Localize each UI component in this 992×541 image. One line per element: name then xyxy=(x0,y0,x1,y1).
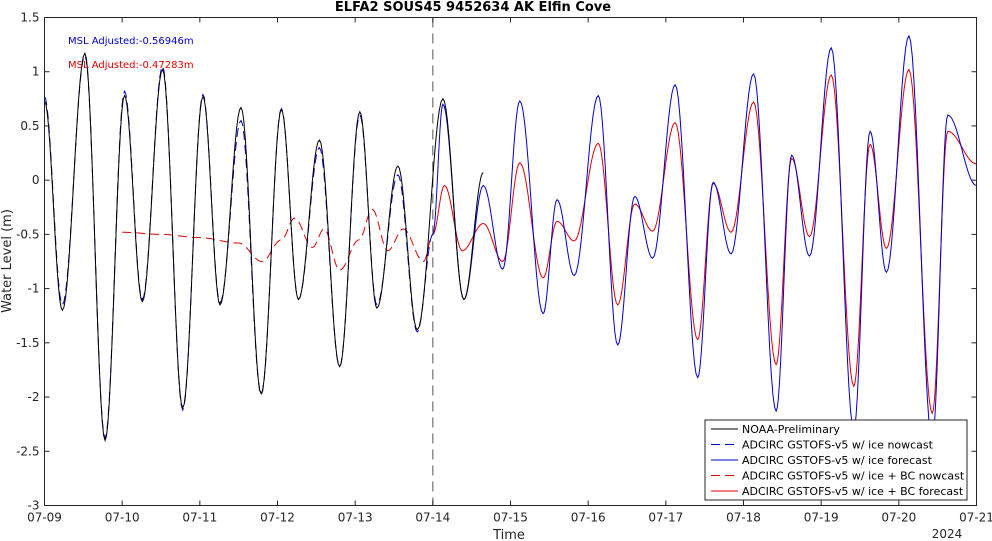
x-tick-label: 07-18 xyxy=(726,511,761,525)
x-axis-label: Time xyxy=(492,528,525,541)
x-tick-label: 07-16 xyxy=(571,511,606,525)
x-tick-label: 07-20 xyxy=(881,511,916,525)
x-tick-label: 07-09 xyxy=(27,511,62,525)
x-year-label: 2024 xyxy=(932,527,963,541)
msl-annotation-red: MSL Adjusted:-0.47283m xyxy=(68,60,194,71)
x-tick-label: 07-10 xyxy=(105,511,140,525)
y-axis-label: Water Level (m) xyxy=(0,209,15,313)
y-tick-label: -1 xyxy=(28,282,40,296)
msl-annotation-blue: MSL Adjusted:-0.56946m xyxy=(68,36,194,47)
ticks-layer: -3 -2.5 -2 -1.5 -1 -0.5 0 0.5 1 1.5 07-09 07-10 07-1… xyxy=(16,11,992,525)
y-tick-label: 0 xyxy=(32,173,40,187)
series-line xyxy=(432,34,977,443)
y-tick-label: -2 xyxy=(28,390,40,404)
y-tick-label: -1.5 xyxy=(16,336,39,350)
y-tick-label: -0.5 xyxy=(16,227,39,241)
x-tick-label: 07-13 xyxy=(338,511,373,525)
legend: NOAA-Preliminary ADCIRC GSTOFS-v5 w/ ice … xyxy=(704,419,968,501)
series-layer xyxy=(44,17,977,506)
y-tick-label: -3 xyxy=(28,499,40,513)
legend-box xyxy=(704,419,968,501)
legend-label: ADCIRC GSTOFS-v5 w/ ice forecast xyxy=(742,454,933,467)
series-line xyxy=(122,208,434,271)
y-tick-label: 0.5 xyxy=(20,119,39,133)
x-tick-label: 07-14 xyxy=(415,511,450,525)
y-tick-label: -2.5 xyxy=(16,444,39,458)
legend-label: NOAA-Preliminary xyxy=(742,423,840,436)
legend-label: ADCIRC GSTOFS-v5 w/ ice + BC forecast xyxy=(742,485,964,498)
x-tick-label: 07-15 xyxy=(493,511,528,525)
y-tick-label: 1.5 xyxy=(20,11,39,25)
x-tick-label: 07-19 xyxy=(804,511,839,525)
series-line xyxy=(44,51,484,443)
x-tick-label: 07-11 xyxy=(182,511,217,525)
y-tick-label: 1 xyxy=(32,65,40,79)
x-tick-label: 07-17 xyxy=(648,511,683,525)
x-tick-label: 07-21 xyxy=(959,511,992,525)
legend-label: ADCIRC GSTOFS-v5 w/ ice nowcast xyxy=(742,439,934,452)
legend-label: ADCIRC GSTOFS-v5 w/ ice + BC nowcast xyxy=(742,470,965,483)
chart-title: ELFA2 SOUS45 9452634 AK Elfin Cove xyxy=(335,0,611,15)
x-tick-label: 07-12 xyxy=(260,511,295,525)
